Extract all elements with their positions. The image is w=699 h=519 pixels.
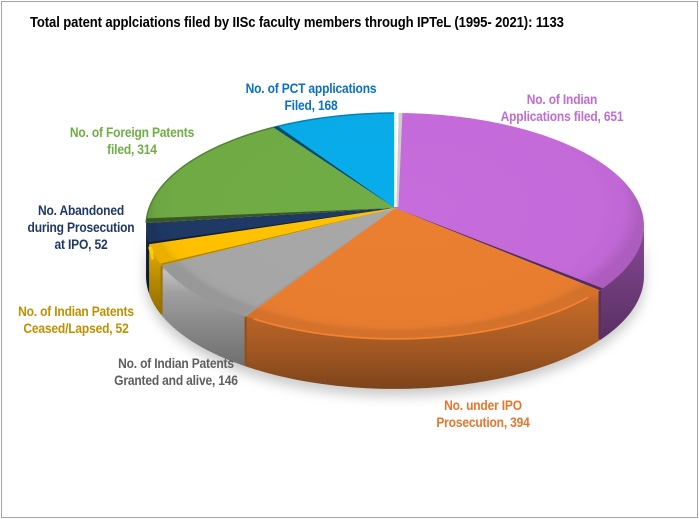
slice-label-line: No. Abandoned xyxy=(37,203,124,218)
pie-slice-side[interactable] xyxy=(245,289,600,389)
pie-slice-2[interactable] xyxy=(245,208,600,339)
slice-label-line: at IPO, 52 xyxy=(54,237,108,252)
slice-label-7[interactable]: No. of PCT applications Filed, 168 xyxy=(246,80,377,114)
pie-slice-3[interactable] xyxy=(161,208,395,317)
slice-label-6[interactable]: No. of Foreign Patents filed, 314 xyxy=(70,124,194,158)
slice-label-line: No. of Indian Patents xyxy=(118,356,234,371)
pie-bevel-highlight-orange xyxy=(253,296,589,340)
slice-label-line: No. of PCT applications xyxy=(245,81,377,96)
slice-label-line: No. of Indian xyxy=(526,92,598,107)
slice-label-line: No. under IPO xyxy=(444,398,522,413)
slice-label-line: filed, 314 xyxy=(107,142,157,157)
pie-slice-side[interactable] xyxy=(161,264,246,367)
slice-label-line: Ceased/Lapsed, 52 xyxy=(23,321,129,336)
pie-slice-side[interactable] xyxy=(146,225,150,295)
pie-slice-edge xyxy=(395,208,603,291)
pie-gap-face xyxy=(396,113,403,207)
slice-label-4[interactable]: No. of Indian Patents Ceased/Lapsed, 52 xyxy=(18,303,134,337)
slice-label-line: Prosecution, 394 xyxy=(436,415,530,430)
slice-label-line: No. of Foreign Patents xyxy=(69,125,195,140)
pie-slice-4[interactable] xyxy=(149,208,395,266)
slice-label-line: during Prosecution xyxy=(27,220,135,235)
pie-slice-back-rim xyxy=(273,112,396,129)
pie-slice-edge xyxy=(160,208,395,266)
slice-label-line: Granted and alive, 146 xyxy=(114,373,238,388)
slice-label-5[interactable]: No. Abandoned during Prosecution at IPO, 5… xyxy=(28,202,135,253)
slice-label-line: No. of Indian Patents xyxy=(18,304,134,319)
slice-label-2[interactable]: No. under IPO Prosecution, 394 xyxy=(436,397,529,431)
slice-label-line: Filed, 168 xyxy=(284,98,338,113)
pie-slice-back-rim xyxy=(145,126,274,224)
pie-slice-edge xyxy=(146,208,395,223)
pie-bevel-highlight-yellow-edge xyxy=(149,246,154,260)
pie-slice-edge xyxy=(148,208,395,245)
pie-slice-edge xyxy=(273,126,395,208)
pie-slice-1[interactable] xyxy=(395,113,644,291)
pie-gap xyxy=(394,112,399,207)
pie-slice-side[interactable] xyxy=(599,225,644,341)
pie-slice-edge xyxy=(243,208,395,317)
chart-title: Total patent applciations filed by IISc … xyxy=(30,15,564,31)
slice-label-1[interactable]: No. of Indian Applications filed, 651 xyxy=(501,91,624,125)
slice-label-3[interactable]: No. of Indian Patents Granted and alive, … xyxy=(114,355,238,389)
pie-slice-7[interactable] xyxy=(273,113,395,208)
slice-label-line: Applications filed, 651 xyxy=(500,109,624,124)
